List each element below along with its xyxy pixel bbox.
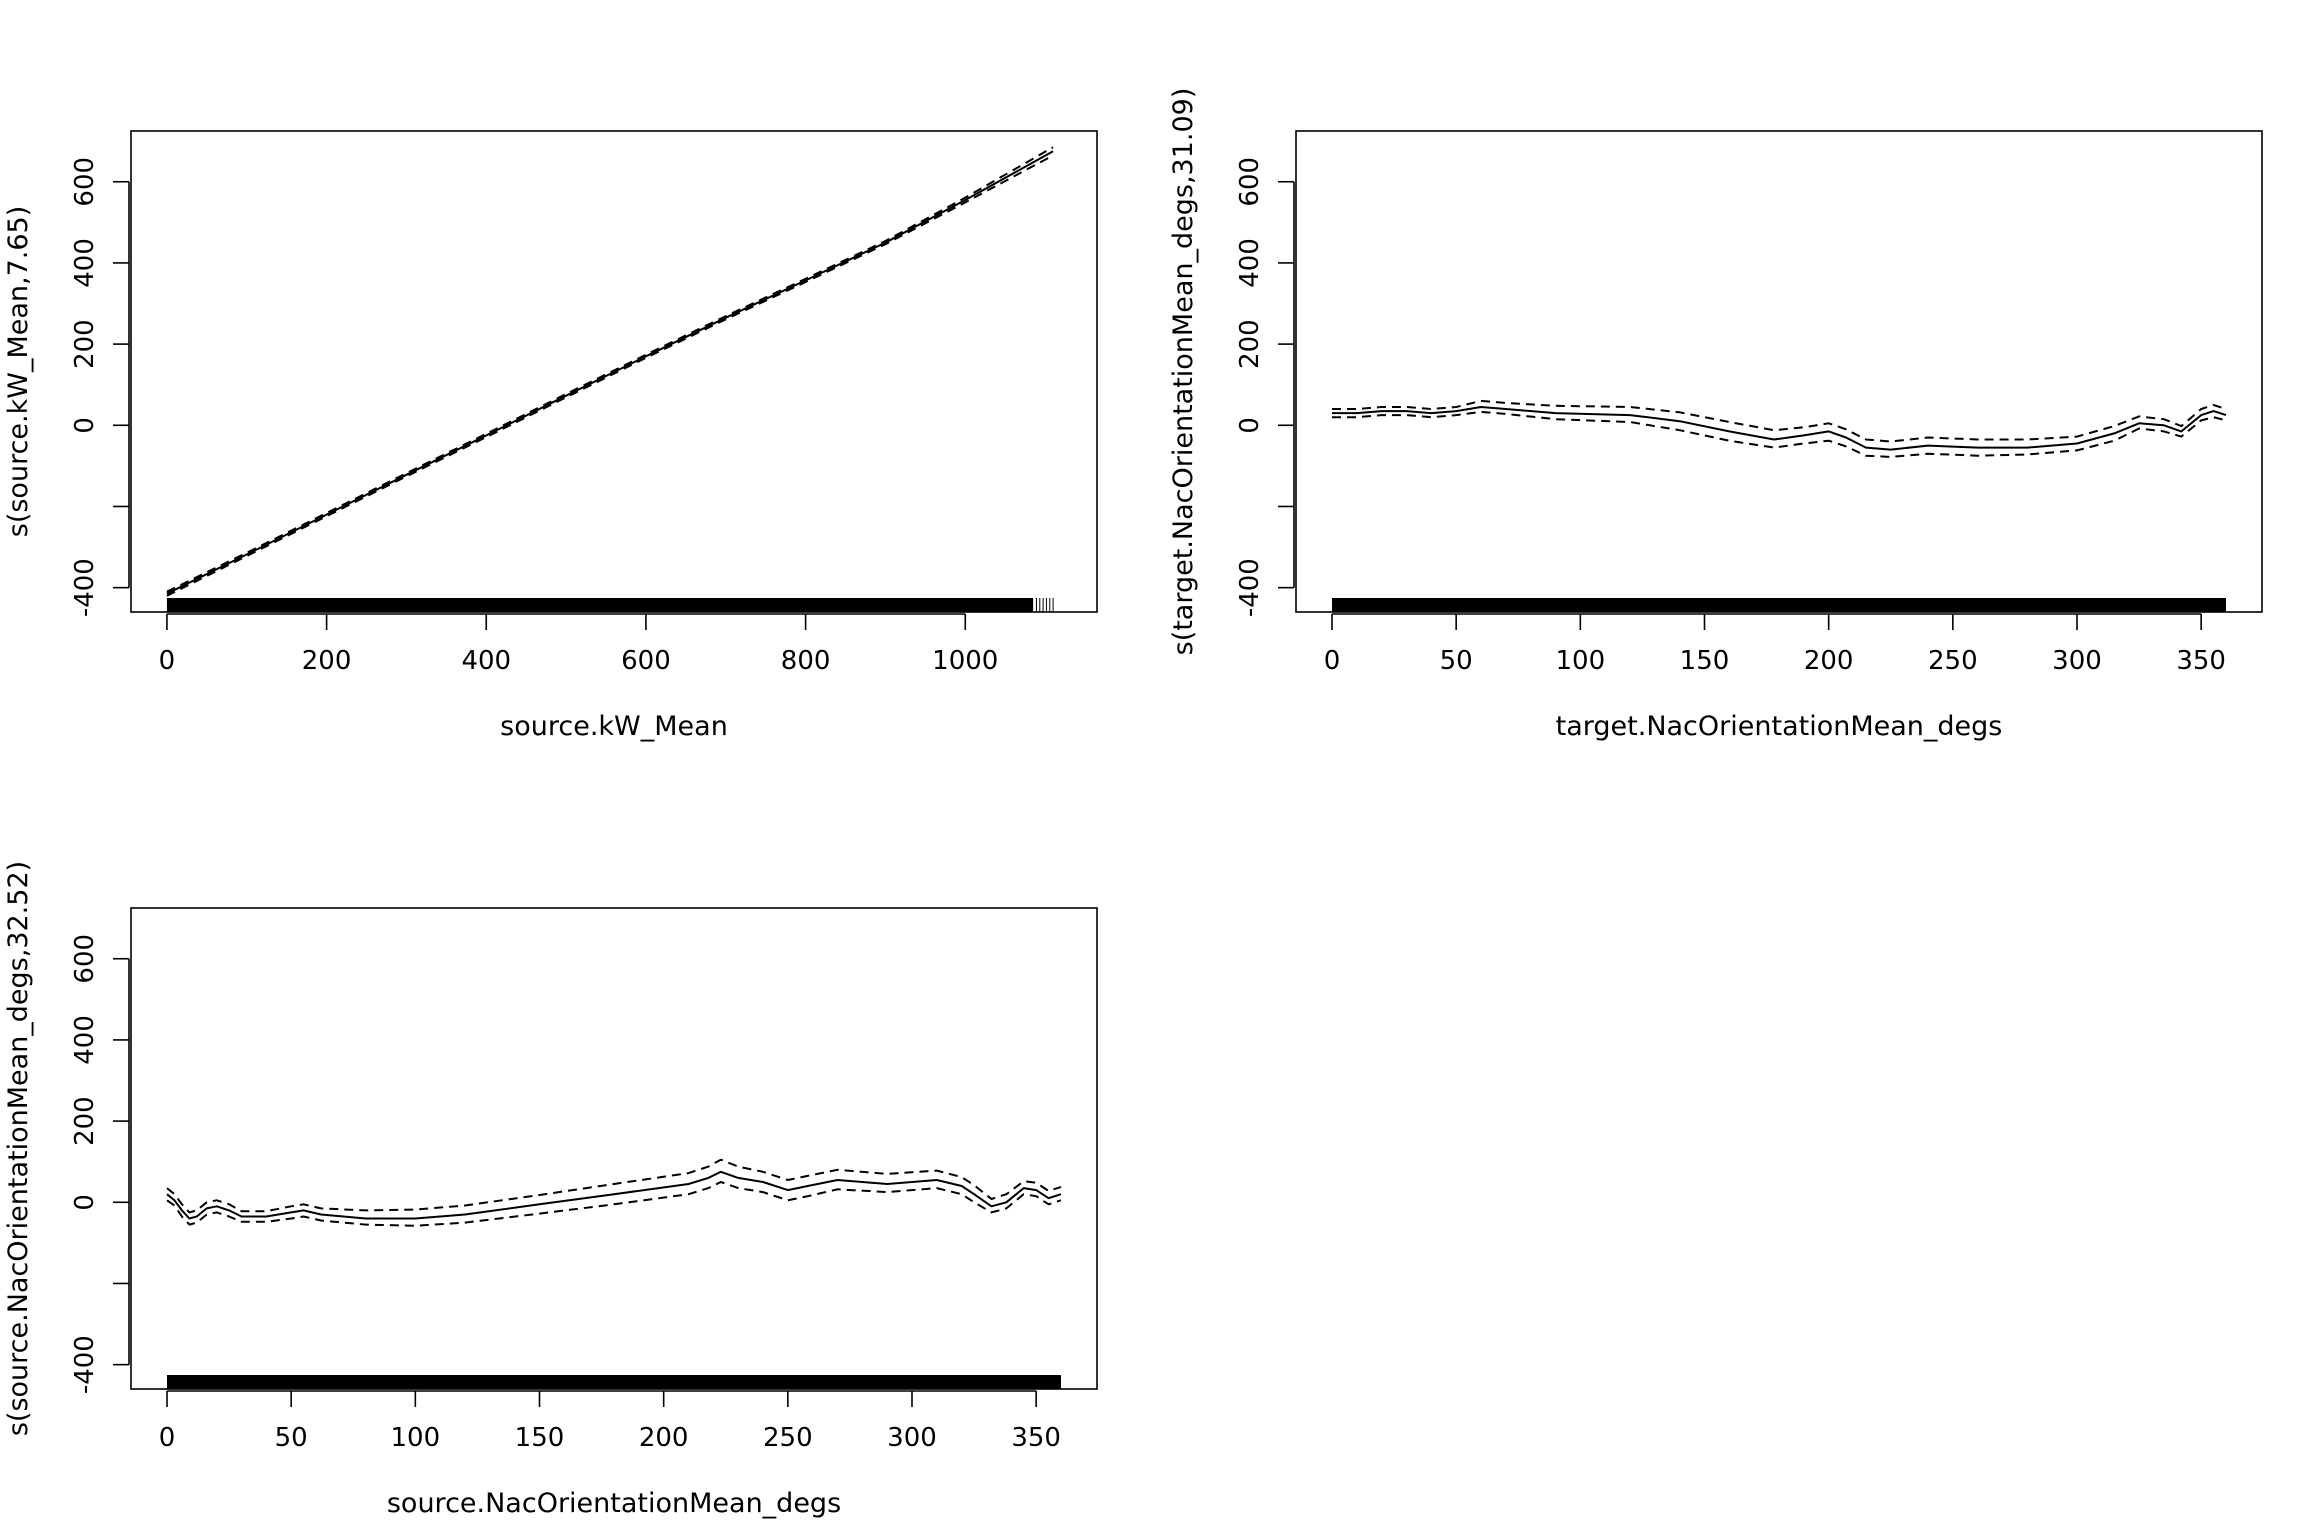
y-tick-label: 200 <box>70 1096 100 1146</box>
x-tick-label: 200 <box>639 1423 689 1453</box>
x-tick-label: 50 <box>1440 646 1473 676</box>
x-tick-label: 0 <box>1324 646 1341 676</box>
x-tick-label: 400 <box>461 646 511 676</box>
x-tick-label: 100 <box>391 1423 441 1453</box>
x-axis-label: target.NacOrientationMean_degs <box>1556 711 2003 742</box>
y-tick-label: 0 <box>70 417 100 434</box>
y-tick-label: 600 <box>70 934 100 984</box>
x-axis-label: source.NacOrientationMean_degs <box>387 1488 841 1519</box>
x-tick-label: 100 <box>1556 646 1606 676</box>
smooth-line <box>166 1170 1062 1220</box>
smooth-line <box>166 150 1054 595</box>
x-axis-label: source.kW_Mean <box>500 711 728 742</box>
plot-frame <box>130 907 1098 1390</box>
y-tick-label: 400 <box>1235 238 1265 288</box>
x-tick-label: 1000 <box>932 646 998 676</box>
x-tick-label: 0 <box>159 1423 176 1453</box>
y-tick-label: -400 <box>70 558 100 617</box>
y-tick-label: 200 <box>70 319 100 369</box>
x-tick-label: 0 <box>159 646 176 676</box>
ci-lower-line <box>166 154 1054 597</box>
panel-source-nac-orientation: 0 50 100 150 200 250 300 350 source.NacOrientati… <box>3 861 1098 1519</box>
ci-lower-line <box>1332 410 2227 458</box>
x-tick-label: 300 <box>2052 646 2102 676</box>
x-tick-label: 150 <box>515 1423 565 1453</box>
x-tick-label: 250 <box>1928 646 1978 676</box>
ci-upper-line <box>166 1158 1062 1214</box>
x-tick-label: 150 <box>1680 646 1730 676</box>
x-tick-label: 200 <box>1804 646 1854 676</box>
x-tick-label: 600 <box>621 646 671 676</box>
smooth-line <box>1332 406 2227 451</box>
ci-upper-line <box>166 146 1054 593</box>
ci-upper-line <box>1332 399 2227 443</box>
plot-frame <box>1295 130 2263 613</box>
y-axis-label: s(source.kW_Mean,7.65) <box>3 206 34 537</box>
y-tick-label: -400 <box>70 1335 100 1394</box>
panel-target-nac-orientation: 0 50 100 150 200 250 300 350 target.NacOrientati… <box>1168 88 2263 742</box>
x-tick-label: 50 <box>275 1423 308 1453</box>
rug-ticks <box>166 598 1034 612</box>
y-tick-label: 200 <box>1235 319 1265 369</box>
rug-ticks <box>167 1375 1061 1389</box>
x-tick-label: 350 <box>2176 646 2226 676</box>
rug-ticks <box>1332 598 2226 612</box>
y-tick-label: -400 <box>1235 558 1265 617</box>
y-tick-label: 600 <box>70 157 100 207</box>
y-tick-label: 600 <box>1235 157 1265 207</box>
y-tick-label: 400 <box>70 238 100 288</box>
y-axis-label: s(target.NacOrientationMean_degs,31.09) <box>1168 88 1199 656</box>
y-tick-label: 400 <box>70 1015 100 1065</box>
y-tick-label: 0 <box>1235 417 1265 434</box>
y-axis-label: s(source.NacOrientationMean_degs,32.52) <box>3 861 34 1436</box>
x-tick-label: 250 <box>763 1423 813 1453</box>
panel-kw-mean: 0 200 400 600 800 1000 source.kW_Mean -400 0 200 4… <box>3 130 1098 742</box>
x-tick-label: 200 <box>302 646 352 676</box>
x-tick-label: 300 <box>887 1423 937 1453</box>
ci-lower-line <box>166 1181 1062 1227</box>
y-tick-label: 0 <box>70 1194 100 1211</box>
x-tick-label: 350 <box>1011 1423 1061 1453</box>
x-tick-label: 800 <box>781 646 831 676</box>
